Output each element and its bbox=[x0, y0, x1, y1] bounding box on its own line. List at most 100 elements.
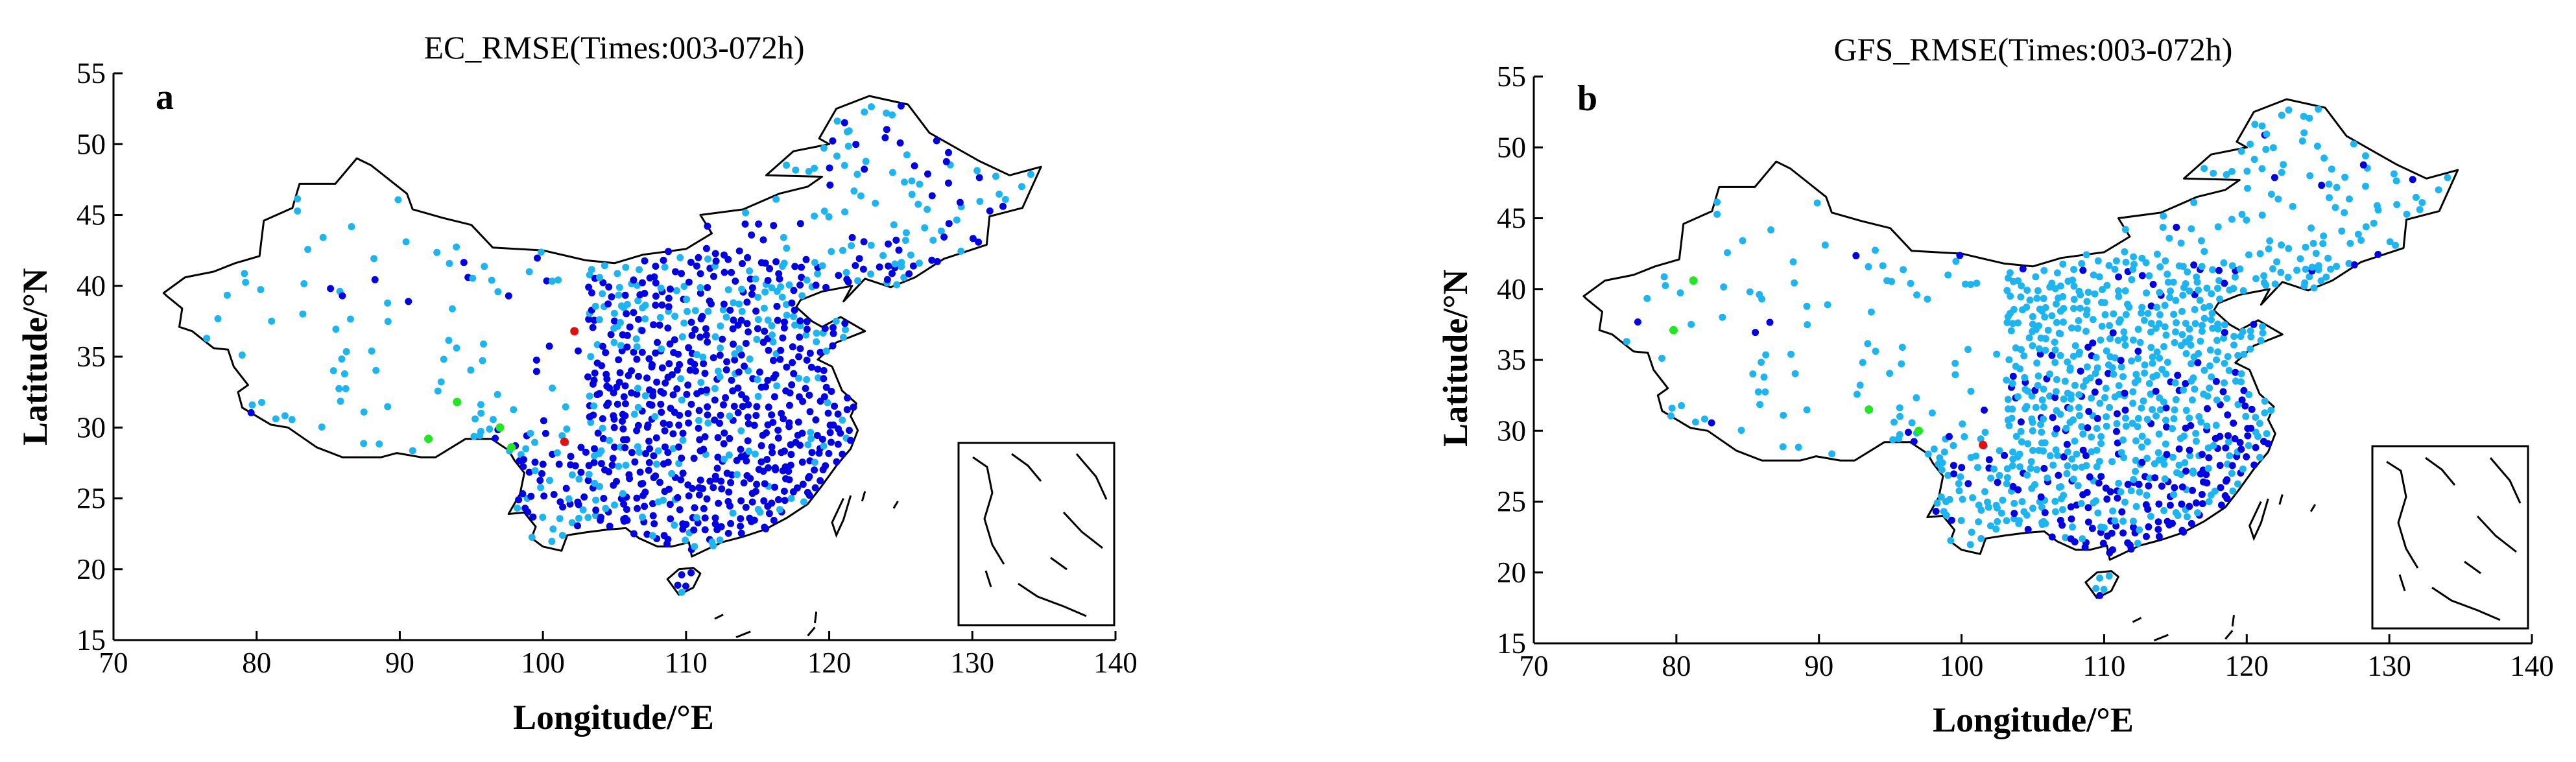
station-point bbox=[2269, 265, 2276, 272]
station-point bbox=[746, 267, 754, 275]
station-point bbox=[706, 477, 714, 485]
station-point bbox=[467, 366, 475, 374]
station-point bbox=[2136, 526, 2143, 534]
station-point bbox=[2051, 359, 2059, 366]
station-point bbox=[879, 252, 887, 259]
station-point bbox=[2032, 403, 2040, 411]
station-point bbox=[2224, 411, 2232, 419]
station-point bbox=[753, 335, 761, 343]
station-point bbox=[2095, 273, 2103, 281]
station-point bbox=[346, 315, 354, 323]
station-point bbox=[2160, 343, 2167, 350]
station-point bbox=[2199, 451, 2206, 458]
station-point bbox=[2070, 282, 2078, 290]
station-point bbox=[540, 492, 548, 500]
station-point bbox=[744, 413, 752, 421]
x-tick-label: 130 bbox=[2367, 650, 2411, 682]
station-point bbox=[2078, 259, 2086, 267]
station-point bbox=[2163, 423, 2170, 431]
station-point bbox=[1981, 488, 1988, 495]
station-point bbox=[2112, 257, 2120, 265]
station-point bbox=[2224, 432, 2232, 440]
station-point bbox=[634, 315, 642, 323]
station-point bbox=[2134, 423, 2141, 431]
station-point bbox=[682, 521, 690, 529]
station-point bbox=[855, 255, 863, 263]
station-point bbox=[687, 400, 695, 408]
station-point bbox=[2189, 374, 2197, 382]
station-point bbox=[1890, 418, 1898, 426]
station-point bbox=[1852, 252, 1860, 259]
station-point bbox=[2115, 273, 2123, 281]
x-tick-label: 140 bbox=[1093, 647, 1138, 679]
station-point bbox=[1889, 436, 1897, 444]
station-point bbox=[639, 480, 647, 487]
station-point bbox=[759, 236, 767, 244]
station-point bbox=[2186, 335, 2194, 342]
station-point bbox=[2063, 470, 2071, 477]
station-point bbox=[621, 514, 629, 522]
station-point bbox=[537, 248, 545, 256]
station-point bbox=[945, 149, 952, 156]
station-point bbox=[2029, 313, 2036, 320]
station-point bbox=[2051, 339, 2058, 346]
station-point bbox=[2090, 271, 2097, 279]
station-point bbox=[2067, 535, 2075, 543]
station-point bbox=[2110, 310, 2117, 318]
station-point bbox=[1905, 429, 1912, 436]
station-point bbox=[2236, 265, 2244, 273]
station-point bbox=[743, 320, 751, 327]
station-point bbox=[1634, 318, 1641, 326]
station-point bbox=[203, 335, 211, 342]
station-point bbox=[674, 494, 682, 501]
station-point bbox=[2250, 461, 2258, 469]
station-point bbox=[731, 350, 739, 358]
station-point bbox=[704, 419, 712, 427]
station-point bbox=[614, 270, 621, 278]
station-point bbox=[717, 477, 725, 485]
station-point bbox=[2228, 215, 2236, 223]
station-point bbox=[585, 471, 593, 478]
station-point bbox=[2141, 369, 2149, 377]
station-point bbox=[2038, 503, 2045, 511]
station-point bbox=[2114, 494, 2121, 502]
station-point bbox=[1940, 508, 1948, 516]
station-point bbox=[803, 276, 811, 284]
station-point bbox=[737, 515, 745, 523]
station-point bbox=[727, 519, 735, 527]
station-point bbox=[710, 272, 717, 280]
station-point bbox=[667, 405, 674, 412]
station-point bbox=[1018, 183, 1025, 191]
station-point bbox=[2037, 493, 2045, 501]
station-point bbox=[996, 190, 1003, 198]
station-point bbox=[2060, 395, 2068, 403]
station-point bbox=[1896, 404, 1903, 412]
station-point bbox=[634, 385, 641, 392]
station-point bbox=[666, 501, 674, 508]
station-point bbox=[727, 479, 735, 486]
station-point bbox=[2084, 504, 2092, 512]
station-point bbox=[2134, 376, 2141, 384]
station-point bbox=[2182, 467, 2189, 475]
station-point bbox=[527, 492, 535, 500]
station-point bbox=[588, 289, 595, 297]
station-point bbox=[761, 327, 769, 335]
station-point bbox=[617, 318, 624, 326]
station-point bbox=[329, 367, 337, 375]
station-point bbox=[1872, 246, 1879, 254]
station-point bbox=[992, 173, 999, 180]
station-point bbox=[615, 283, 623, 291]
station-point bbox=[1930, 445, 1938, 453]
station-point bbox=[2172, 296, 2180, 304]
station-point bbox=[673, 287, 680, 294]
station-point bbox=[829, 329, 837, 337]
station-point bbox=[685, 278, 693, 286]
station-point bbox=[339, 292, 346, 300]
station-point bbox=[909, 262, 917, 270]
station-point bbox=[665, 303, 673, 311]
station-point bbox=[2052, 388, 2060, 396]
station-point bbox=[562, 403, 569, 411]
station-point bbox=[774, 316, 781, 324]
station-point bbox=[702, 244, 710, 252]
station-point bbox=[2084, 289, 2092, 296]
